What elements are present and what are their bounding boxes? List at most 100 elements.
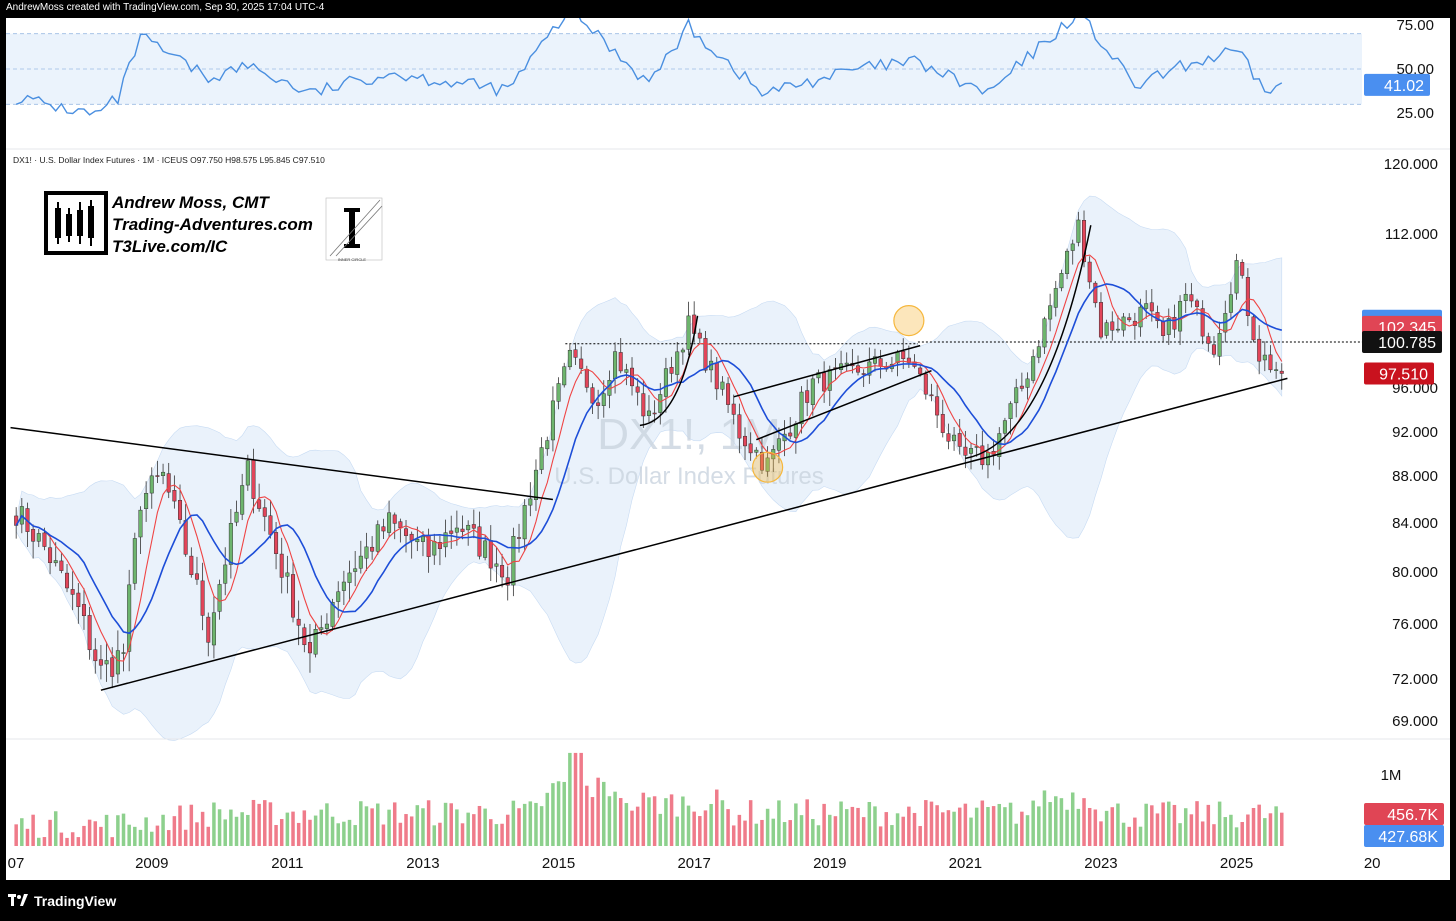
candle-body (245, 460, 250, 486)
candle-body (172, 490, 177, 502)
brand-name: Andrew Moss, CMT (111, 193, 270, 212)
candle-logo-icon (44, 191, 108, 255)
candle-body (347, 572, 352, 583)
candle-body (341, 581, 346, 591)
candle (285, 555, 290, 594)
candle-body (810, 378, 815, 405)
volume-bar (630, 810, 634, 846)
candle (980, 430, 985, 470)
volume-bar (319, 809, 324, 846)
volume-bar (421, 808, 425, 846)
candle-body (743, 435, 748, 447)
candle (1211, 336, 1216, 358)
candle (545, 436, 550, 456)
volume-bar (189, 804, 194, 846)
candle-body (539, 447, 544, 470)
volume-pane: 1M 456.7K 427.68K (14, 752, 1444, 847)
candle (1042, 316, 1047, 354)
candle (449, 515, 454, 549)
candle (1115, 315, 1120, 333)
candle (115, 630, 120, 684)
candle (596, 389, 601, 420)
candle-body (98, 659, 103, 666)
trendline (733, 344, 921, 398)
candle (1036, 340, 1041, 364)
volume-bar (658, 813, 663, 846)
candle-body (844, 362, 849, 365)
volume-bar (952, 811, 956, 846)
candle (1228, 282, 1233, 320)
candle (347, 560, 352, 602)
rsi-ticks: 75.00 50.00 25.00 (1396, 18, 1434, 122)
volume-bar (93, 821, 98, 846)
watermark-ticker: DX1!, 1M (597, 410, 780, 459)
candle (166, 462, 171, 499)
volume-bar (1274, 806, 1278, 846)
candle-body (375, 524, 380, 552)
volume-bar (912, 812, 917, 846)
rsi-tick: 50.00 (1396, 61, 1434, 78)
volume-bar (99, 826, 103, 846)
price-tick: 76.000 (1392, 616, 1438, 633)
volume-bar (890, 825, 894, 846)
candle-body (562, 366, 567, 386)
candle-body (1172, 316, 1177, 330)
volume-bar (816, 825, 821, 846)
candle (844, 352, 849, 372)
volume-bar (342, 821, 346, 846)
candle-body (127, 584, 132, 652)
candle-body (274, 532, 279, 554)
volume-bar (246, 814, 250, 846)
candle-body (1014, 387, 1019, 404)
candle-body (1144, 303, 1149, 309)
volume-bar (669, 794, 674, 846)
chart-svg[interactable]: 75.00 50.00 25.00 41.02 DX1! · U.S. Dollar… (6, 18, 1450, 880)
candle-body (703, 338, 708, 371)
candle (172, 475, 177, 509)
volume-bar (404, 814, 408, 846)
candle-body (454, 527, 459, 533)
candle (291, 560, 296, 623)
volume-bar (590, 797, 595, 846)
candle (550, 386, 555, 452)
trendline (756, 369, 932, 441)
candle (720, 376, 725, 396)
candle-body (1093, 282, 1098, 304)
volume-bar (166, 830, 171, 846)
volume-bar (1121, 822, 1126, 846)
volume-bar (703, 810, 708, 846)
candle (590, 383, 595, 415)
candle (539, 437, 544, 475)
candle-body (330, 601, 335, 627)
trendline (100, 377, 1288, 691)
candle (703, 331, 708, 373)
volume-bar (359, 801, 363, 846)
time-axis: 07 2009 2011 2013 2015 2017 2019 2021 2023 2025 20 (8, 855, 1381, 872)
candle-body (415, 539, 420, 543)
volume-bar (1048, 802, 1052, 846)
volume-bar (500, 823, 504, 846)
price-label-box (1362, 330, 1442, 353)
volume-bar (200, 811, 205, 846)
volume-bar (596, 777, 600, 846)
candle (144, 481, 149, 522)
volume-bar (1025, 815, 1030, 846)
candle (997, 427, 1002, 470)
candle (1025, 372, 1030, 400)
candle (810, 375, 815, 416)
candle (155, 460, 160, 484)
candle (1251, 314, 1256, 343)
candle-body (726, 383, 731, 405)
time-tick: 2019 (813, 855, 846, 872)
candle-body (788, 432, 793, 437)
candle-body (1240, 262, 1245, 276)
candle-body (816, 372, 821, 379)
candle-body (313, 628, 318, 655)
candle-body (1211, 344, 1216, 355)
candle (364, 532, 369, 571)
volume-bar (1138, 826, 1143, 846)
candle-body (381, 526, 386, 532)
candle (178, 484, 183, 524)
volume-bar (991, 806, 996, 846)
candle (528, 482, 533, 517)
